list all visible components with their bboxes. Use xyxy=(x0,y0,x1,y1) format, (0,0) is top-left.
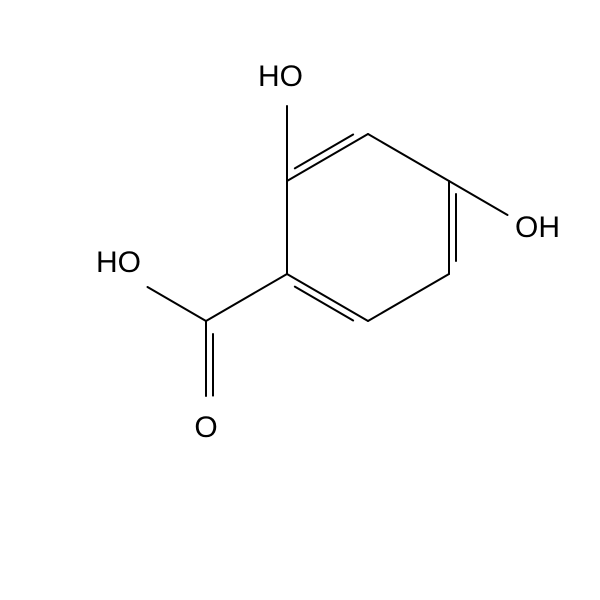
label-layer: O HO HO OH xyxy=(96,60,560,444)
atom-label-O_ring2: HO xyxy=(258,60,303,93)
chemical-structure: O HO HO OH xyxy=(0,0,600,600)
atom-label-O_ring4: OH xyxy=(515,211,560,244)
atom-label-O_cooh: HO xyxy=(96,246,141,279)
atom-label-O_carbonyl: O xyxy=(194,411,217,444)
bond-layer xyxy=(147,106,507,396)
